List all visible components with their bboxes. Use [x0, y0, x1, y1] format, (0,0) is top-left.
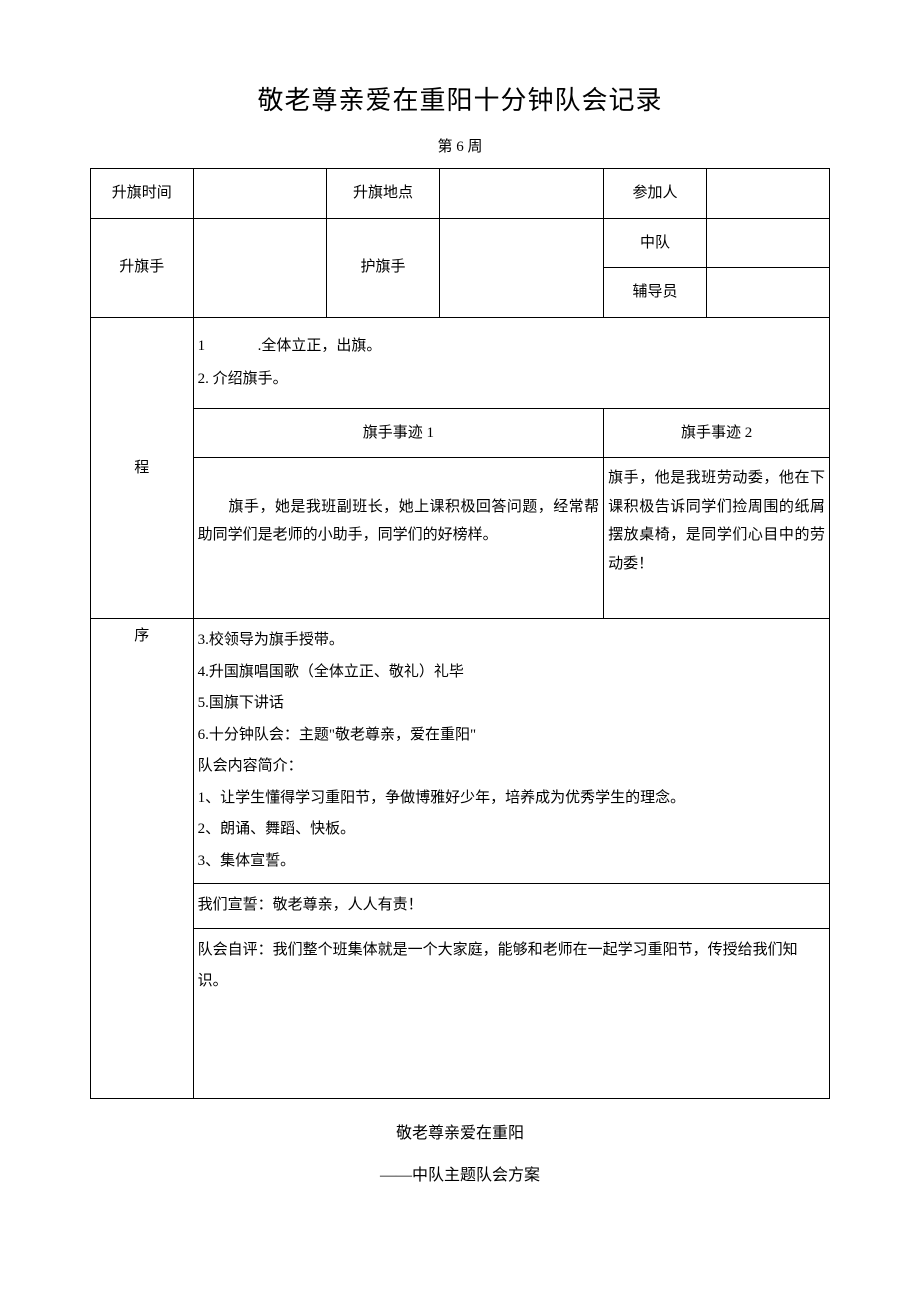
rest-line-4: 4.升国旗唱国歌（全体立正、敬礼）礼毕 [198, 657, 825, 689]
rest-line-5: 5.国旗下讲话 [198, 688, 825, 720]
label-procedure-bottom: 序 [91, 619, 194, 1099]
record-table: 升旗时间 升旗地点 参加人 升旗手 护旗手 中队 辅导员 程 1.全体立正，出旗… [90, 168, 830, 1099]
procedure-intro: 1.全体立正，出旗。 2. 介绍旗手。 [193, 317, 829, 408]
value-attendees [706, 169, 829, 219]
row-header-1: 升旗时间 升旗地点 参加人 [91, 169, 830, 219]
rest-line-6: 6.十分钟队会：主题"敬老尊亲，爱在重阳" [198, 720, 825, 752]
label-procedure-top: 程 [91, 317, 194, 619]
procedure-rest: 3.校领导为旗手授带。 4.升国旗唱国歌（全体立正、敬礼）礼毕 5.国旗下讲话 … [193, 619, 829, 884]
rest-intro-label: 队会内容简介： [198, 751, 825, 783]
value-flag-time [193, 169, 326, 219]
oath-text: 我们宣誓：敬老尊亲，人人有责！ [193, 884, 829, 929]
value-guard [439, 218, 603, 317]
intro-line-2: 2. 介绍旗手。 [198, 363, 825, 396]
deeds-body-2: 旗手，他是我班劳动委，他在下课积极告诉同学们捡周围的纸屑摆放桌椅，是同学们心目中… [604, 458, 830, 619]
row-deeds-body: 旗手，她是我班副班长，她上课积极回答问题，经常帮助同学们是老师的小助手，同学们的… [91, 458, 830, 619]
intro-num-1: 1 [198, 330, 258, 363]
value-squadron [706, 218, 829, 268]
row-oath: 我们宣誓：敬老尊亲，人人有责！ [91, 884, 830, 929]
value-counselor [706, 268, 829, 318]
document-title: 敬老尊亲爱在重阳十分钟队会记录 [90, 80, 830, 117]
label-counselor: 辅导员 [604, 268, 707, 318]
document-subtitle: 第 6 周 [90, 135, 830, 156]
rest-c1: 1、让学生懂得学习重阳节，争做博雅好少年，培养成为优秀学生的理念。 [198, 783, 825, 815]
row-procedure-rest: 序 3.校领导为旗手授带。 4.升国旗唱国歌（全体立正、敬礼）礼毕 5.国旗下讲… [91, 619, 830, 884]
label-flag-bearer: 升旗手 [91, 218, 194, 317]
self-eval-text: 队会自评：我们整个班集体就是一个大家庭，能够和老师在一起学习重阳节，传授给我们知… [193, 928, 829, 1098]
row-header-2a: 升旗手 护旗手 中队 [91, 218, 830, 268]
deeds-body-1: 旗手，她是我班副班长，她上课积极回答问题，经常帮助同学们是老师的小助手，同学们的… [193, 458, 604, 619]
label-flag-time: 升旗时间 [91, 169, 194, 219]
row-self-eval: 队会自评：我们整个班集体就是一个大家庭，能够和老师在一起学习重阳节，传授给我们知… [91, 928, 830, 1098]
row-procedure-intro: 程 1.全体立正，出旗。 2. 介绍旗手。 [91, 317, 830, 408]
rest-line-3: 3.校领导为旗手授带。 [198, 625, 825, 657]
label-guard: 护旗手 [327, 218, 440, 317]
deeds-header-1: 旗手事迹 1 [193, 408, 604, 458]
value-flag-bearer [193, 218, 326, 317]
rest-c3: 3、集体宣誓。 [198, 846, 825, 878]
intro-text-1: .全体立正，出旗。 [258, 338, 382, 354]
label-squadron: 中队 [604, 218, 707, 268]
row-deeds-header: 旗手事迹 1 旗手事迹 2 [91, 408, 830, 458]
footer-title: 敬老尊亲爱在重阳 [90, 1119, 830, 1143]
rest-c2: 2、朗诵、舞蹈、快板。 [198, 814, 825, 846]
label-flag-place: 升旗地点 [327, 169, 440, 219]
deeds-header-2: 旗手事迹 2 [604, 408, 830, 458]
label-attendees: 参加人 [604, 169, 707, 219]
value-flag-place [439, 169, 603, 219]
footer-subtitle: ——中队主题队会方案 [90, 1161, 830, 1185]
